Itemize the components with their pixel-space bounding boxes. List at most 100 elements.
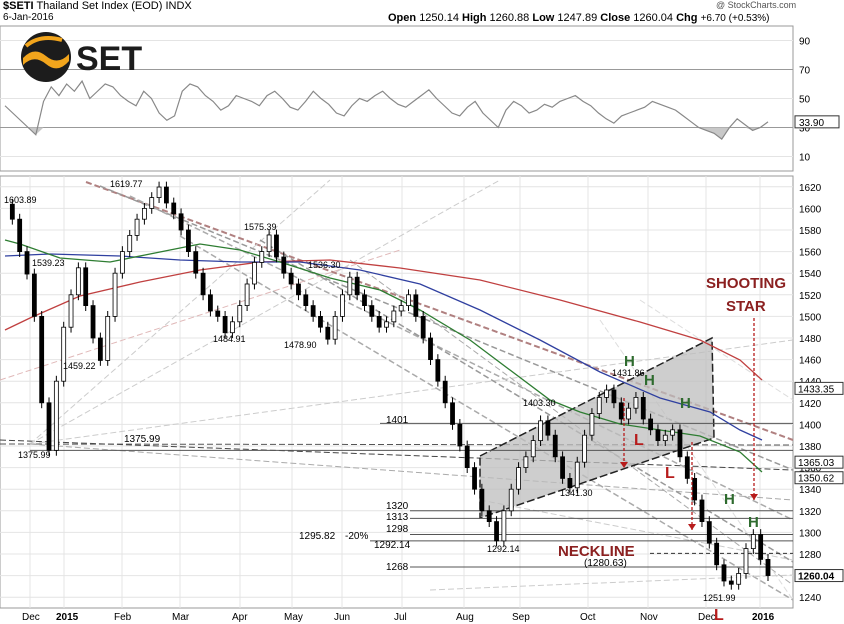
time-tick-label: 2016 [752, 612, 775, 623]
rsi-line [4, 79, 769, 140]
price-tick-label: 1580 [799, 226, 822, 237]
time-tick-label: Apr [232, 612, 248, 623]
candle-up [259, 251, 265, 263]
price-label: 1403.30 [523, 398, 556, 408]
candle-up [68, 294, 74, 328]
candle-down [369, 305, 375, 317]
candle-down [376, 315, 382, 328]
price-tick-label: 1320 [799, 507, 822, 518]
candle-down [648, 418, 654, 431]
level-label: 1313 [386, 512, 409, 523]
candle-up [604, 389, 609, 398]
low-label: L [634, 432, 644, 449]
level-label: 1375.99 [124, 434, 161, 445]
price-tick-label: 1620 [799, 183, 822, 194]
rsi-last-value: 33.90 [799, 118, 824, 129]
candle-down [325, 326, 331, 340]
candle-down [765, 559, 771, 576]
price-label: 1375.99 [18, 450, 51, 460]
time-tick-label: Oct [580, 612, 596, 623]
close-value: 1260.04 [633, 12, 674, 24]
candle-up [119, 251, 125, 274]
price-label: 1459.22 [63, 361, 96, 371]
candle-down [164, 186, 169, 204]
candle-down [420, 315, 426, 339]
set-logo: SET [21, 32, 142, 82]
candle-down [17, 218, 23, 252]
time-tick-label: Nov [640, 612, 658, 623]
low-label: L [714, 607, 724, 624]
price-tick-label: 1420 [799, 399, 822, 410]
rsi-axis: 10 30 50 70 90 33.90 [794, 37, 840, 164]
time-tick-label: Sep [512, 612, 530, 623]
candle-down [31, 273, 37, 317]
candle-down [721, 564, 727, 582]
candle-down [655, 429, 661, 441]
time-axis: Dec 2015 Feb Mar Apr May Jun Jul Aug Sep Oct Nov Dec… [22, 612, 775, 623]
level-label: 1401 [386, 415, 409, 426]
candle-up [332, 315, 338, 340]
price-tick-label: 1500 [799, 312, 822, 323]
candle-up [105, 315, 111, 361]
candle-down [494, 521, 499, 542]
ma-150-line [4, 253, 763, 441]
last-value-box [794, 455, 844, 469]
head-label: H [644, 372, 655, 389]
candle-down [83, 267, 89, 306]
candle-down [758, 534, 764, 560]
candle-up [516, 467, 521, 490]
price-tick-label: 1600 [799, 204, 822, 215]
price-tick-label: 1360 [799, 464, 822, 475]
candle-up [252, 261, 257, 285]
trend-line [0, 249, 401, 381]
candle-down [560, 456, 565, 479]
chart-title: $SETI Thailand Set Index (EOD) INDX [3, 0, 192, 12]
chart-date: 6-Jan-2016 [3, 12, 54, 23]
candle-down [677, 429, 683, 458]
last-value-label: 1433.35 [798, 384, 835, 395]
price-tick-label: 1400 [799, 420, 822, 431]
candle-down [281, 256, 287, 274]
trend-line [29, 443, 794, 501]
head-label: H [724, 491, 735, 508]
time-tick-label: Jul [394, 612, 407, 623]
candle-up [391, 310, 397, 323]
price-tick-label: 1340 [799, 485, 822, 496]
candle-down [303, 294, 309, 306]
candle-up [230, 321, 235, 334]
candle-down [222, 315, 228, 334]
time-tick-label: Mar [172, 612, 190, 623]
candle-up [398, 305, 404, 312]
candle-down [413, 294, 419, 317]
candle-down [545, 420, 551, 436]
candle-up [141, 207, 147, 220]
arrow-head [620, 462, 628, 468]
ohlc-bar: Open 1250.14 High 1260.88 Low 1247.89 Cl… [388, 12, 770, 24]
price-label: 1539.23 [32, 258, 65, 268]
level-label: (1280.63) [584, 558, 627, 569]
time-tick-label: Dec [22, 612, 40, 623]
candle-up [596, 396, 602, 414]
candle-down [9, 203, 15, 220]
annotations: 1603.89 1539.23 1375.99 1459.22 1619.77 1484.… [4, 179, 844, 624]
price-label: 1619.77 [110, 179, 143, 189]
candle-down [39, 315, 45, 404]
price-label: 1341.30 [560, 488, 593, 498]
candle-up [134, 218, 140, 236]
candle-up [750, 534, 756, 549]
index-name: Thailand Set Index (EOD) [36, 0, 163, 12]
candle-down [200, 272, 206, 296]
candle-up [538, 420, 543, 441]
price-label: 1251.99 [703, 593, 736, 603]
candle-up [53, 380, 59, 451]
set-logo-text: SET [76, 40, 142, 78]
set-logo-wave [23, 51, 69, 69]
high-value: 1260.88 [489, 12, 530, 24]
candle-down [46, 402, 52, 451]
head-label: H [680, 395, 691, 412]
candle-up [530, 440, 536, 458]
time-tick-label: Jun [334, 612, 350, 623]
candle-down [611, 389, 617, 404]
price-tick-label: 1380 [799, 442, 822, 453]
